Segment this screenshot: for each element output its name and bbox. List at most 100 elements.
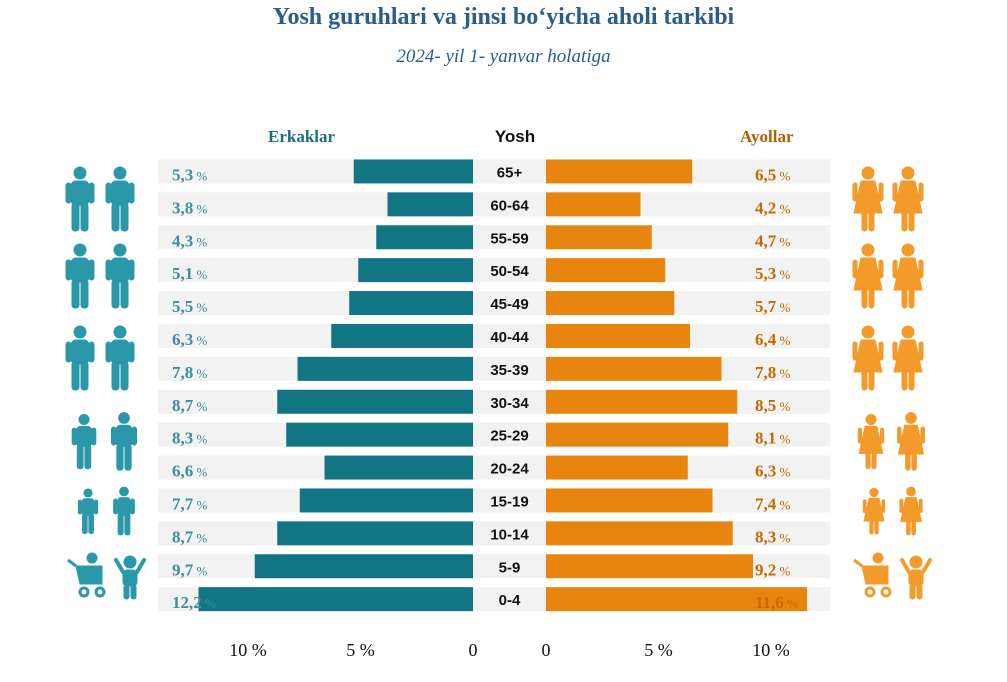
male-axis-tick: 0 <box>469 640 478 660</box>
female-value-label: 5,7 % <box>755 297 791 316</box>
young-man-icon <box>110 412 138 471</box>
female-bar <box>546 422 729 447</box>
male-axis-tick: 5 % <box>346 640 375 660</box>
male-bar <box>376 225 473 250</box>
male-bar <box>324 455 473 480</box>
age-group-label: 5-9 <box>499 559 521 576</box>
unit-label: % <box>202 596 216 611</box>
female-bar <box>546 488 713 513</box>
male-bar <box>277 521 473 546</box>
male-value-label: 9,7 % <box>172 560 208 579</box>
chart-subtitle: 2024- yil 1- yanvar holatiga <box>396 46 611 67</box>
row-band <box>158 225 830 250</box>
male-bar <box>277 389 473 414</box>
female-value-label: 6,4 % <box>755 330 791 349</box>
male-value-label: 8,3 % <box>172 429 208 448</box>
female-value-label: 4,2 % <box>755 198 791 217</box>
woman-icon <box>852 243 884 309</box>
male-bar <box>353 159 473 184</box>
boy-icon <box>77 488 99 534</box>
unit-label: % <box>193 333 207 348</box>
male-bar <box>349 291 473 316</box>
male-bar <box>198 587 473 612</box>
child-icon <box>114 554 146 601</box>
male-bar <box>331 323 473 348</box>
unit-label: % <box>193 563 207 578</box>
male-value-label: 7,7 % <box>172 494 208 513</box>
female-header: Ayollar <box>740 127 794 146</box>
unit-label: % <box>193 201 207 216</box>
female-bar <box>546 323 690 348</box>
age-group-label: 15-19 <box>490 493 528 510</box>
male-value-label: 5,3 % <box>172 165 208 184</box>
female-bar <box>546 159 693 184</box>
male-bar <box>254 554 473 579</box>
elderly-woman-icon <box>852 166 884 232</box>
male-value-label: 6,3 % <box>172 330 208 349</box>
male-bar <box>297 356 473 381</box>
age-group-label: 40-44 <box>490 329 529 346</box>
age-group-label: 10-14 <box>490 526 529 543</box>
unit-label: % <box>776 300 790 315</box>
male-axis-tick: 10 % <box>229 640 267 660</box>
businessman-icon <box>105 243 135 309</box>
female-bar <box>546 192 641 217</box>
age-group-label: 45-49 <box>490 296 528 313</box>
young-woman-icon <box>857 413 885 470</box>
unit-label: % <box>193 267 207 282</box>
unit-label: % <box>776 168 790 183</box>
age-group-label: 30-34 <box>490 395 529 412</box>
unit-label: % <box>784 596 798 611</box>
woman-icon <box>892 243 924 309</box>
female-value-label: 5,3 % <box>755 264 791 283</box>
age-group-label: 0-4 <box>499 592 521 609</box>
female-bar <box>546 554 753 579</box>
unit-label: % <box>776 432 790 447</box>
unit-label: % <box>193 366 207 381</box>
male-value-label: 12,2 % <box>172 593 216 612</box>
elderly-man-icon <box>105 166 135 232</box>
unit-label: % <box>776 366 790 381</box>
female-bar <box>546 356 722 381</box>
male-value-label: 6,6 % <box>172 462 208 481</box>
male-value-label: 3,8 % <box>172 198 208 217</box>
unit-label: % <box>776 465 790 480</box>
elderly-woman-icon <box>892 166 924 232</box>
male-bar <box>387 192 473 217</box>
unit-label: % <box>193 497 207 512</box>
young-woman-icon <box>897 412 925 471</box>
row-band <box>158 192 830 217</box>
businessman-icon <box>65 243 95 309</box>
female-icons <box>852 166 932 601</box>
unit-label: % <box>776 333 790 348</box>
unit-label: % <box>193 300 207 315</box>
woman-icon <box>852 325 884 391</box>
unit-label: % <box>193 399 207 414</box>
row-band <box>158 258 830 283</box>
age-group-label: 60-64 <box>490 197 529 214</box>
female-bar <box>546 455 688 480</box>
stroller-icon <box>852 551 892 598</box>
man-icon <box>105 325 135 391</box>
stroller-icon <box>66 551 106 598</box>
female-value-label: 8,1 % <box>755 429 791 448</box>
female-value-label: 6,3 % <box>755 462 791 481</box>
female-value-label: 6,5 % <box>755 165 791 184</box>
unit-label: % <box>776 530 790 545</box>
chart-title: Yosh guruhlari va jinsi bo‘yicha aholi t… <box>272 4 735 30</box>
female-value-label: 8,3 % <box>755 527 791 546</box>
woman-icon <box>892 325 924 391</box>
girl-icon <box>862 487 886 535</box>
female-bar <box>546 258 666 283</box>
unit-label: % <box>776 267 790 282</box>
female-value-label: 4,7 % <box>755 231 791 250</box>
male-value-label: 5,1 % <box>172 264 208 283</box>
age-group-label: 50-54 <box>490 263 529 280</box>
male-value-label: 5,5 % <box>172 297 208 316</box>
female-bar <box>546 225 652 250</box>
male-value-label: 4,3 % <box>172 231 208 250</box>
unit-label: % <box>776 497 790 512</box>
male-header: Erkaklar <box>268 127 336 146</box>
